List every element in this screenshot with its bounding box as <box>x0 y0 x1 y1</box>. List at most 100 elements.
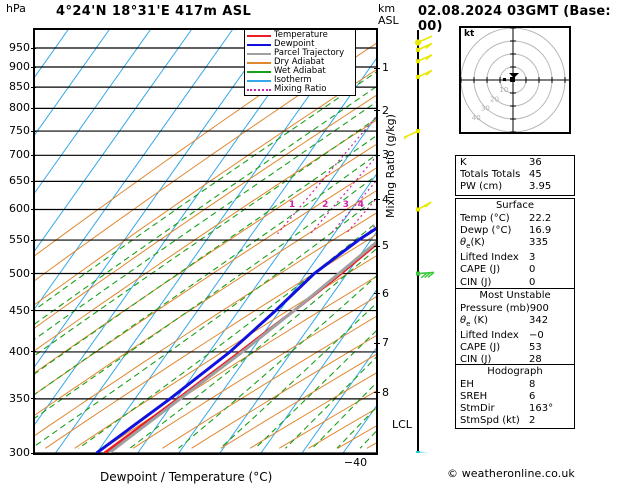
pressure-tick-950: 950 <box>9 41 30 55</box>
legend-item-dewpoint: Dewpoint <box>247 40 353 49</box>
km-tick-4: 4 <box>382 192 389 206</box>
stat-row: EH 8 <box>456 379 574 391</box>
legend-swatch-icon <box>247 61 271 64</box>
pressure-tick-mark <box>31 452 36 454</box>
stat-row: StmSpd (kt) 2 <box>456 415 574 427</box>
stat-value: 8 <box>529 378 536 390</box>
svg-text:10: 10 <box>499 86 508 94</box>
stat-value: −0 <box>529 329 544 341</box>
svg-text:40: 40 <box>472 114 481 122</box>
stat-key: Dewp (°C) <box>460 224 512 236</box>
mixing-ratio-label-1: 1 <box>288 200 296 211</box>
legend-label: Parcel Trajectory <box>274 48 345 58</box>
km-tick-mark <box>374 342 380 344</box>
km-tick-5: 5 <box>382 239 389 253</box>
stat-key: θe (K) <box>460 314 488 328</box>
stat-key: StmDir <box>460 402 495 414</box>
legend-label: Wet Adiabat <box>274 66 326 76</box>
pressure-tick-650: 650 <box>9 174 30 188</box>
stat-key: CIN (J) <box>460 354 492 366</box>
stat-row: K 36 <box>456 157 574 169</box>
skewt-chart <box>33 28 378 455</box>
legend-swatch-icon <box>247 52 271 55</box>
mixing-ratio-label-2: 2 <box>322 200 329 211</box>
pressure-tick-mark <box>31 66 36 68</box>
stat-key: Totals Totals <box>460 169 521 181</box>
stat-key: Pressure (mb) <box>460 302 530 314</box>
pressure-tick-mark <box>31 398 36 400</box>
stat-key: CAPE (J) <box>460 342 501 354</box>
stat-value: 53 <box>529 342 542 354</box>
stat-row: Dewp (°C) 16.9 <box>456 225 574 237</box>
pressure-tick-mark <box>31 130 36 132</box>
stat-value: 45 <box>529 169 542 181</box>
km-tick-2: 2 <box>382 103 389 117</box>
hodograph-panel: kt 10 20 30 40 <box>459 26 571 134</box>
pressure-tick-mark <box>31 180 36 182</box>
km-tick-6: 6 <box>382 286 389 300</box>
pressure-tick-mark <box>31 239 36 241</box>
stat-value: 163° <box>529 402 554 414</box>
stat-key: CAPE (J) <box>460 264 501 276</box>
pressure-tick-850: 850 <box>9 80 30 94</box>
stat-key: CIN (J) <box>460 276 492 288</box>
pressure-tick-mark <box>31 154 36 156</box>
legend-item-parcel-trajectory: Parcel Trajectory <box>247 49 353 58</box>
legend-swatch-icon <box>247 34 271 37</box>
temp-tick--40: −40 <box>343 456 368 469</box>
pressure-tick-mark <box>31 86 36 88</box>
stat-row: Lifted Index 3 <box>456 252 574 264</box>
stat-row: Pressure (mb) 900 <box>456 303 574 315</box>
asl-unit-label: ASL <box>378 14 399 27</box>
stat-value: 6 <box>529 390 536 402</box>
skewt-svg <box>35 30 376 453</box>
km-tick-mark <box>374 154 380 156</box>
stat-row: PW (cm) 3.95 <box>456 181 574 193</box>
pressure-tick-mark <box>31 310 36 312</box>
legend-item-wet-adiabat: Wet Adiabat <box>247 67 353 76</box>
hodograph-stats-box: Hodograph EH 8 SREH 6 StmDir 163° StmSpd (kt) 2 <box>455 364 575 430</box>
legend-item-temperature: Temperature <box>247 31 353 40</box>
pressure-tick-mark <box>31 47 36 49</box>
section-title: Surface <box>495 200 535 211</box>
stat-key: Lifted Index <box>460 252 519 264</box>
lcl-label: LCL <box>392 418 412 431</box>
stat-row: CIN (J) 0 <box>456 277 574 289</box>
mixing-ratio-label-3: 3 <box>342 200 349 211</box>
km-tick-mark <box>374 67 380 69</box>
pressure-tick-700: 700 <box>9 148 30 162</box>
stat-value: 3 <box>529 252 536 264</box>
legend-label: Dewpoint <box>274 39 315 49</box>
copyright-label: © weatheronline.co.uk <box>447 467 575 480</box>
stat-key: EH <box>460 378 474 390</box>
stat-value: 900 <box>529 302 549 314</box>
km-tick-mark <box>374 245 380 247</box>
indices-box: K 36 Totals Totals 45 PW (cm) 3.95 <box>455 155 575 196</box>
stat-value: 36 <box>529 157 542 168</box>
pressure-tick-600: 600 <box>9 202 30 216</box>
pressure-tick-550: 550 <box>9 233 30 247</box>
section-title: Most Unstable <box>479 290 551 301</box>
stat-row: θe (K) 342 <box>456 315 574 330</box>
stat-key: Lifted Index <box>460 329 519 341</box>
pressure-tick-500: 500 <box>9 266 30 280</box>
stat-value: 0 <box>529 264 536 276</box>
stat-value: 3.95 <box>529 181 552 193</box>
hodograph-unit-label: kt <box>464 29 475 39</box>
station-title: 4°24'N 18°31'E 417m ASL <box>56 4 252 19</box>
stat-key: Temp (°C) <box>460 212 510 224</box>
mixing-ratio-axis-title: Mixing Ratio (g/kg) <box>384 114 397 218</box>
stat-value: 0 <box>529 276 536 288</box>
legend-item-dry-adiabat: Dry Adiabat <box>247 58 353 67</box>
stat-value: 335 <box>529 236 549 248</box>
stat-value: 22.2 <box>529 212 552 224</box>
km-unit-label: km <box>378 2 396 15</box>
pressure-tick-mark <box>31 351 36 353</box>
stat-value: 28 <box>529 354 542 366</box>
legend-item-mixing-ratio: Mixing Ratio <box>247 85 353 94</box>
stat-row: Temp (°C) 22.2 <box>456 213 574 225</box>
x-axis-title: Dewpoint / Temperature (°C) <box>100 470 273 484</box>
datetime-label: 02.08.2024 03GMT (Base: 00) <box>418 4 611 34</box>
pressure-unit-label: hPa <box>6 2 26 15</box>
